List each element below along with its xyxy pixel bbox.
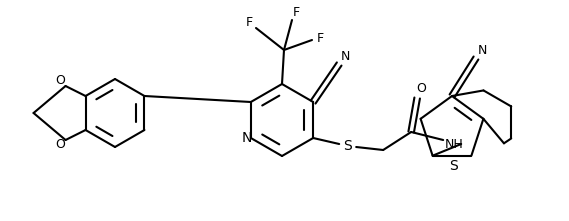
Text: S: S xyxy=(450,159,459,173)
Text: N: N xyxy=(477,44,486,57)
Text: F: F xyxy=(292,6,299,19)
Text: O: O xyxy=(417,82,426,95)
Text: N: N xyxy=(242,131,252,145)
Text: F: F xyxy=(316,32,324,44)
Text: O: O xyxy=(56,139,65,152)
Text: N: N xyxy=(340,50,350,63)
Text: F: F xyxy=(245,15,253,29)
Text: S: S xyxy=(343,139,352,153)
Text: O: O xyxy=(56,74,65,88)
Text: NH: NH xyxy=(445,139,464,152)
